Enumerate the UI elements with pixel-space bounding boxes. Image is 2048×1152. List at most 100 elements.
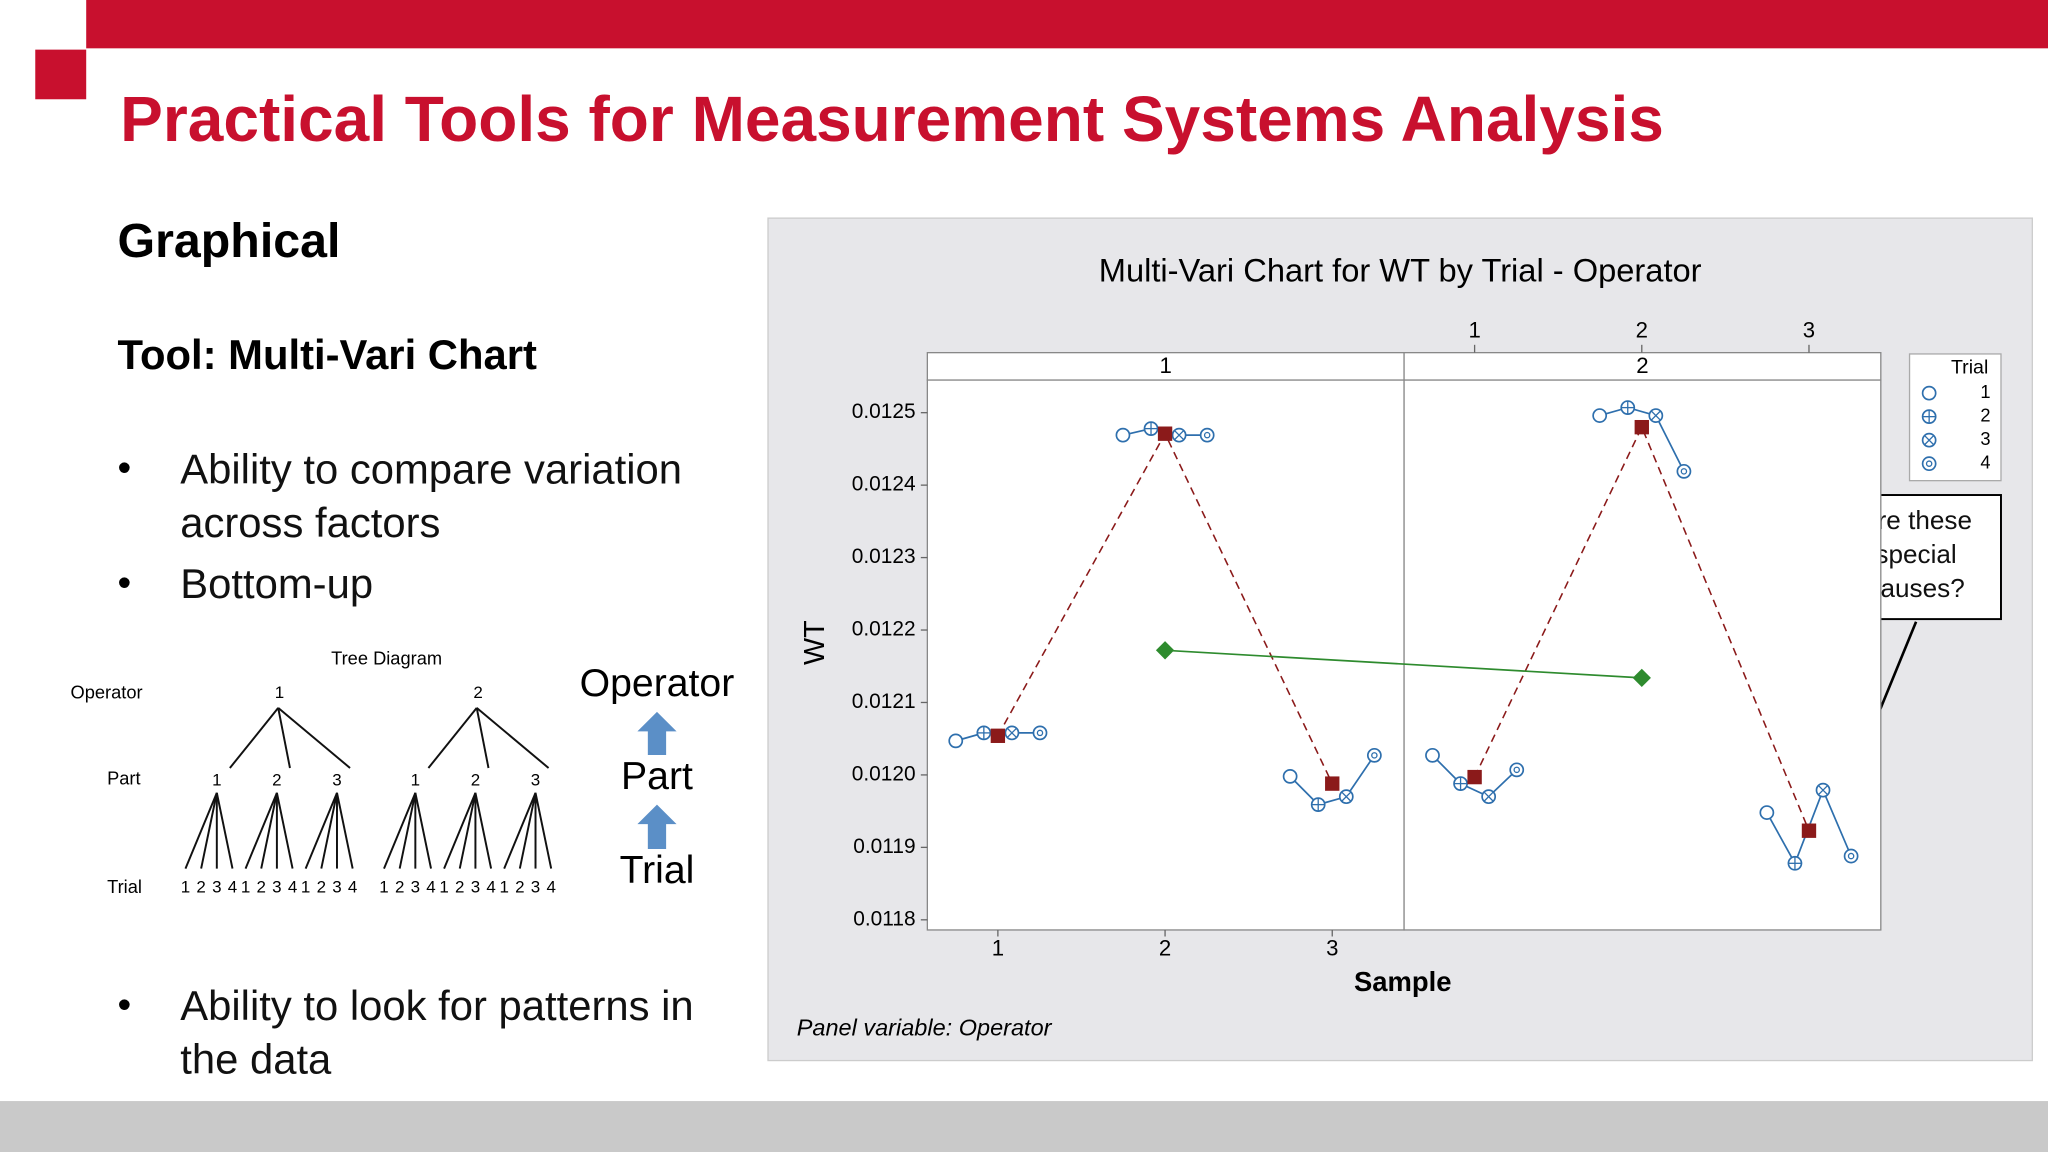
top-bar [86,0,2048,49]
trial-marker [1366,747,1382,763]
trial-marker [1787,855,1803,871]
legend-label: 3 [1980,428,1990,449]
hierarchy-label: Part [621,755,693,798]
trial-marker [1592,408,1608,423]
marker-dot [1513,766,1520,774]
tree-edge [215,792,234,869]
marker-ring [1425,747,1440,763]
bullet-text: Ability to look for patterns in the data [180,982,694,1083]
bullet-text-box: Ability to compare variation across fact… [180,445,683,546]
tree-edge [383,792,417,869]
trial-node: 2 [257,878,266,897]
x-tick-label: 3 [1326,935,1338,960]
trial-node: 3 [471,878,480,897]
y-tick-label: 0.0121 [852,690,916,713]
trial-line [1431,754,1518,798]
marker-ring [1676,463,1692,479]
marker-ring [1366,747,1382,763]
tree-edge [518,792,537,869]
operator-mean-line [1165,649,1642,679]
y-tick-label: 0.0124 [852,473,916,496]
y-tick-label: 0.0120 [852,762,916,785]
up-arrow [637,804,677,849]
trial-node: 1 [301,878,310,897]
trial-marker [1815,782,1831,798]
trial-marker [1759,805,1775,820]
legend-label: 4 [1980,452,1990,473]
marker-cross [1483,791,1494,802]
trial-marker [976,725,992,741]
trial-marker [1620,400,1636,415]
trial-marker [1425,747,1440,763]
bottom-bar [0,1101,2048,1152]
tree-edge [320,792,338,869]
tree-edge [503,792,537,869]
marker-ring [1843,848,1859,864]
operator-node: 2 [473,683,482,702]
slide-title: Practical Tools for Measurement Systems … [120,83,1664,155]
trial-node: 3 [212,878,221,897]
trial-node: 4 [348,878,357,897]
y-tick-label: 0.0119 [853,835,915,858]
top-tick-label: 2 [1636,318,1648,343]
x-tick-label: 2 [1159,935,1171,960]
top-tick-label: 3 [1803,318,1815,343]
tree-edge [414,792,432,869]
trial-node: 2 [395,878,404,897]
trial-marker [1032,725,1048,741]
trial-marker [1843,848,1859,864]
tree-edge [336,792,354,869]
marker-dot [1680,468,1688,475]
legend-label: 2 [1980,404,1990,425]
hierarchy-label: Trial [620,849,695,892]
part-node: 1 [411,771,420,790]
bullet-text: Ability to compare variation across fact… [180,445,683,546]
marker-cross [1817,785,1829,796]
bullet-dot: • [118,561,132,604]
marker-cross [1924,435,1935,446]
tree-edge [534,792,553,869]
y-tick-label: 0.0118 [853,907,915,930]
marker-cross [1341,791,1352,802]
part-node: 3 [531,771,540,790]
part-node: 2 [471,771,480,790]
trial-node: 1 [499,878,508,897]
heading: Graphical [118,214,341,268]
trial-marker [1115,427,1131,443]
trial-marker [948,733,964,749]
trial-node: 2 [196,878,205,897]
trial-node: 4 [288,878,297,897]
x-axis-label: Sample [1354,966,1452,997]
tree-level: Part [107,768,141,789]
legend-marker [1921,409,1937,425]
part-mean [1801,823,1817,838]
tree-edge [184,792,218,869]
marker-ring [1921,385,1937,401]
tree-edge [244,792,278,869]
corner-square [35,49,87,100]
trial-marker [1453,776,1468,791]
y-axis-label: WT [799,620,831,665]
part-node: 3 [332,771,341,790]
marker-ring [1282,768,1298,784]
tree-edge [200,792,218,869]
tree-title: Tree Diagram [331,647,442,668]
marker-dot [1925,460,1933,467]
panel-label: 1 [1160,353,1172,378]
x-tick-label: 1 [992,935,1004,960]
panel-plot [1403,379,1882,931]
legend-marker [1921,385,1937,401]
part-mean [1467,769,1482,785]
marker-cross [1650,410,1661,421]
bullet-dot: • [118,447,132,490]
bullet-text-box: Bottom-up [180,560,373,607]
trial-marker [1282,768,1298,784]
trial-marker [1143,421,1159,437]
tree-level: Trial [107,876,142,897]
tree-edge [229,707,279,769]
trial-node: 1 [241,878,250,897]
tree-edge [260,792,278,869]
trial-marker [1199,427,1215,443]
